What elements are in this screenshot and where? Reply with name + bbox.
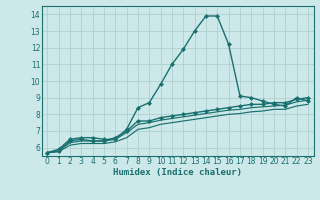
X-axis label: Humidex (Indice chaleur): Humidex (Indice chaleur) xyxy=(113,168,242,177)
